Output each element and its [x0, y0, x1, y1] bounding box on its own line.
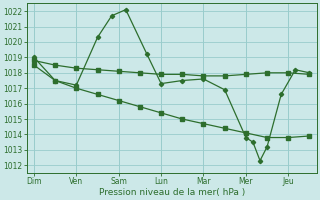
X-axis label: Pression niveau de la mer( hPa ): Pression niveau de la mer( hPa ): [99, 188, 245, 197]
